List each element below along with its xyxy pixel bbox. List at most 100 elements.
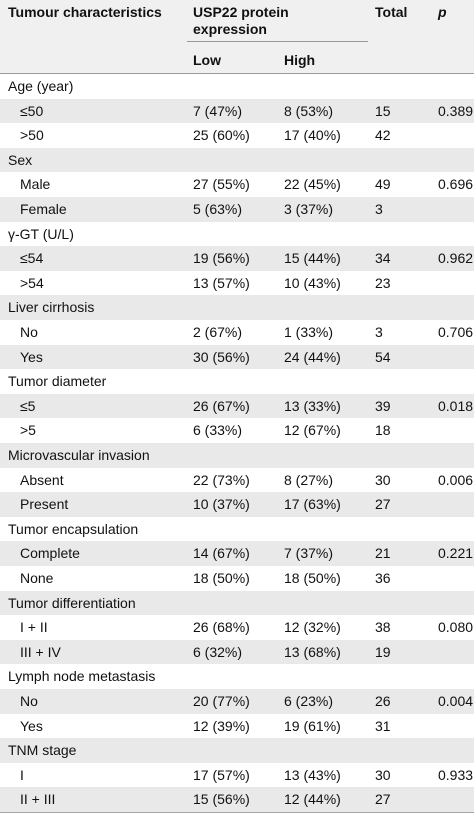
high-cell: 13 (68%) bbox=[284, 643, 341, 660]
table-row: Female 5 (63%) 3 (37%) 3 bbox=[0, 197, 474, 223]
row-label: Tumor encapsulation bbox=[8, 520, 139, 537]
high-cell: 7 (37%) bbox=[284, 545, 334, 562]
table-row: No 2 (67%) 1 (33%) 3 0.706 bbox=[0, 320, 474, 346]
total-cell: 27 bbox=[375, 496, 391, 513]
low-cell: 26 (67%) bbox=[193, 397, 250, 414]
p-value-cell: 0.221 bbox=[438, 545, 474, 562]
total-cell: 18 bbox=[375, 422, 391, 439]
low-cell: 19 (56%) bbox=[193, 250, 250, 267]
low-cell: 30 (56%) bbox=[193, 348, 250, 365]
high-cell: 22 (45%) bbox=[284, 176, 341, 193]
table-row: No 20 (77%) 6 (23%) 26 0.004 bbox=[0, 689, 474, 715]
row-label: No bbox=[20, 693, 38, 709]
low-cell: 6 (32%) bbox=[193, 643, 243, 660]
low-cell: 2 (67%) bbox=[193, 324, 243, 340]
row-label: ≤50 bbox=[20, 102, 44, 119]
group-row: Tumor encapsulation bbox=[0, 516, 474, 543]
table-row: >54 13 (57%) 10 (43%) 23 bbox=[0, 270, 474, 297]
table-row: Yes 30 (56%) 24 (44%) 54 bbox=[0, 344, 474, 371]
header-usp22-expression-line2: expression bbox=[193, 21, 267, 37]
header-tumour-characteristics: Tumour characteristics bbox=[8, 4, 162, 20]
row-label: ≤54 bbox=[20, 250, 44, 267]
high-cell: 8 (53%) bbox=[284, 102, 334, 119]
row-label: Microvascular invasion bbox=[8, 447, 150, 463]
total-cell: 39 bbox=[375, 397, 391, 414]
row-label: I bbox=[20, 766, 24, 783]
table-row: ≤50 7 (47%) 8 (53%) 15 0.389 bbox=[0, 98, 474, 125]
row-label: Sex bbox=[8, 151, 33, 168]
row-label: γ-GT (U/L) bbox=[8, 225, 74, 242]
high-cell: 12 (32%) bbox=[284, 619, 341, 636]
high-cell: 19 (61%) bbox=[284, 717, 341, 734]
low-cell: 13 (57%) bbox=[193, 274, 250, 291]
row-label: ≤5 bbox=[20, 397, 36, 414]
table-row: Absent 22 (73%) 8 (27%) 30 0.006 bbox=[0, 467, 474, 494]
total-cell: 3 bbox=[375, 324, 383, 340]
group-row: Microvascular invasion bbox=[0, 443, 474, 469]
table-row: II + III 15 (56%) 12 (44%) 27 bbox=[0, 787, 474, 813]
table-row: >5 6 (33%) 12 (67%) 18 bbox=[0, 418, 474, 444]
high-cell: 10 (43%) bbox=[284, 274, 341, 291]
header-usp22-expression: USP22 protein bbox=[193, 4, 289, 20]
total-cell: 34 bbox=[375, 250, 391, 267]
table-row: >50 25 (60%) 17 (40%) 42 bbox=[0, 123, 474, 149]
row-label: >5 bbox=[20, 422, 36, 439]
low-cell: 7 (47%) bbox=[193, 102, 243, 119]
low-cell: 22 (73%) bbox=[193, 471, 250, 488]
total-cell: 31 bbox=[375, 717, 391, 734]
low-cell: 6 (33%) bbox=[193, 422, 243, 439]
total-cell: 42 bbox=[375, 127, 391, 144]
row-label: >50 bbox=[20, 127, 44, 144]
total-cell: 27 bbox=[375, 791, 391, 808]
row-label: Liver cirrhosis bbox=[8, 299, 95, 316]
total-cell: 23 bbox=[375, 274, 391, 291]
low-cell: 5 (63%) bbox=[193, 201, 243, 217]
header-divider bbox=[187, 41, 368, 42]
p-value-cell: 0.706 bbox=[438, 324, 474, 340]
high-cell: 15 (44%) bbox=[284, 250, 341, 267]
total-cell: 26 bbox=[375, 693, 391, 709]
p-value-cell: 0.389 bbox=[438, 102, 474, 119]
high-cell: 13 (33%) bbox=[284, 397, 341, 414]
low-cell: 14 (67%) bbox=[193, 545, 250, 562]
total-cell: 3 bbox=[375, 201, 383, 217]
p-value-cell: 0.018 bbox=[438, 397, 474, 414]
row-label: TNM stage bbox=[8, 742, 77, 759]
row-label: Present bbox=[20, 496, 69, 513]
high-cell: 24 (44%) bbox=[284, 348, 341, 365]
total-cell: 19 bbox=[375, 643, 391, 660]
low-cell: 17 (57%) bbox=[193, 766, 250, 783]
table-header: Tumour characteristics USP22 protein exp… bbox=[0, 0, 474, 74]
table-row: III + IV 6 (32%) 13 (68%) 19 bbox=[0, 639, 474, 666]
high-cell: 3 (37%) bbox=[284, 201, 334, 217]
low-cell: 27 (55%) bbox=[193, 176, 250, 193]
p-value-cell: 0.696 bbox=[438, 176, 474, 193]
row-label: Yes bbox=[20, 717, 43, 734]
group-row: Lymph node metastasis bbox=[0, 664, 474, 690]
header-total: Total bbox=[375, 4, 408, 20]
high-cell: 1 (33%) bbox=[284, 324, 334, 340]
high-cell: 13 (43%) bbox=[284, 766, 341, 783]
high-cell: 12 (44%) bbox=[284, 791, 341, 808]
total-cell: 38 bbox=[375, 619, 391, 636]
row-label: I + II bbox=[20, 619, 48, 636]
low-cell: 10 (37%) bbox=[193, 496, 250, 513]
row-label: Male bbox=[20, 176, 51, 193]
total-cell: 49 bbox=[375, 176, 391, 193]
table-row: I 17 (57%) 13 (43%) 30 0.933 bbox=[0, 762, 474, 789]
table-row: Male 27 (55%) 22 (45%) 49 0.696 bbox=[0, 172, 474, 198]
low-cell: 15 (56%) bbox=[193, 791, 250, 808]
low-cell: 12 (39%) bbox=[193, 717, 250, 734]
group-row: TNM stage bbox=[0, 738, 474, 764]
row-label: II + III bbox=[20, 791, 56, 808]
table-row: Present 10 (37%) 17 (63%) 27 bbox=[0, 492, 474, 518]
group-row: Age (year) bbox=[0, 74, 474, 100]
high-cell: 6 (23%) bbox=[284, 693, 334, 709]
row-label: Absent bbox=[20, 471, 64, 488]
row-label: Tumor differentiation bbox=[8, 594, 136, 611]
total-cell: 21 bbox=[375, 545, 391, 562]
high-cell: 18 (50%) bbox=[284, 570, 341, 586]
total-cell: 54 bbox=[375, 348, 391, 365]
table-row: Complete 14 (67%) 7 (37%) 21 0.221 bbox=[0, 541, 474, 567]
